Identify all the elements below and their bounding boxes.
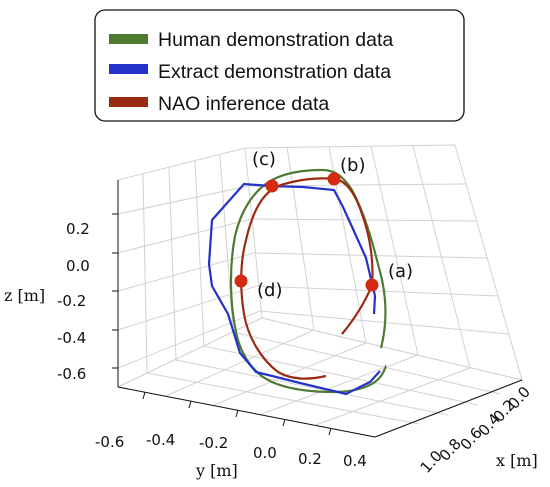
- grid-line: [117, 185, 249, 215]
- legend-label-human: Human demonstration data: [158, 29, 393, 51]
- grid-line: [175, 359, 449, 416]
- grid-line: [165, 329, 315, 397]
- legend-swatch-extract: [109, 64, 148, 74]
- marker-d: [234, 274, 248, 288]
- y-tick: [142, 391, 146, 400]
- grid-line: [203, 345, 479, 406]
- grid-line: [117, 252, 255, 292]
- marker-b: [327, 172, 341, 186]
- z-tick-label: 0.2: [66, 220, 90, 238]
- y-tick: [328, 427, 332, 436]
- legend: Human demonstration data Extract demonst…: [94, 9, 465, 122]
- grid-line: [146, 372, 420, 425]
- z-tick-label: 0.0: [66, 257, 90, 275]
- legend-label-extract: Extract demonstration data: [158, 61, 391, 83]
- annotations: (a) (b) (c) (d): [252, 149, 413, 301]
- annotation-c: (c): [252, 149, 276, 170]
- annotation-d: (d): [257, 280, 282, 301]
- y-tick: [235, 409, 239, 418]
- legend-swatch-nao: [109, 97, 148, 107]
- y-tick-label: -0.6: [95, 433, 124, 451]
- y-tick-label: -0.2: [199, 434, 228, 452]
- marker-c: [265, 179, 279, 193]
- grid-line: [232, 331, 501, 395]
- y-tick-label: 0.0: [253, 444, 277, 462]
- legend-box: [94, 9, 465, 122]
- grid-line: [315, 367, 471, 426]
- grid-line: [117, 218, 252, 254]
- z-tick-label: -0.6: [57, 365, 86, 383]
- y-axis-label: y [m]: [195, 461, 238, 480]
- y-tick-label: 0.4: [343, 452, 367, 470]
- annotation-a: (a): [388, 261, 413, 282]
- y-tick: [282, 418, 286, 427]
- grid-line: [286, 146, 315, 331]
- y-tick-label: -0.4: [146, 431, 175, 449]
- grid-line: [213, 342, 367, 406]
- grid-line: [256, 285, 499, 297]
- grid-line: [142, 173, 148, 374]
- y-tick: [188, 400, 192, 409]
- legend-label-nao: NAO inference data: [158, 93, 329, 115]
- y-tick-label: 0.2: [298, 450, 322, 468]
- marker-a: [365, 278, 379, 292]
- grid-line: [117, 285, 258, 331]
- annotation-b: (b): [340, 155, 365, 176]
- grid-line: [194, 160, 205, 347]
- legend-swatch-human: [109, 34, 148, 44]
- series-line-human: [229, 168, 387, 394]
- z-ticks: 0.2 0.0 -0.2 -0.4 -0.6: [57, 213, 118, 383]
- y-axis-line: [117, 386, 376, 438]
- axes: [117, 180, 523, 438]
- grid-line: [261, 354, 419, 415]
- grid-line: [370, 145, 419, 356]
- grid-line: [253, 252, 488, 259]
- x-axis-label: x [m]: [496, 451, 538, 470]
- x-axis-line: [374, 379, 523, 438]
- y-ticks: -0.6 -0.4 -0.2 0.0 0.2 0.4 y [m]: [95, 391, 367, 480]
- z-tick-label: -0.4: [57, 329, 86, 347]
- grid-line: [168, 167, 177, 361]
- z-axis-label: z [m]: [4, 286, 45, 305]
- grid-line: [117, 310, 261, 369]
- z-tick-label: -0.2: [57, 292, 86, 310]
- series-line-extract: [207, 182, 381, 396]
- marker-layer: [234, 172, 379, 292]
